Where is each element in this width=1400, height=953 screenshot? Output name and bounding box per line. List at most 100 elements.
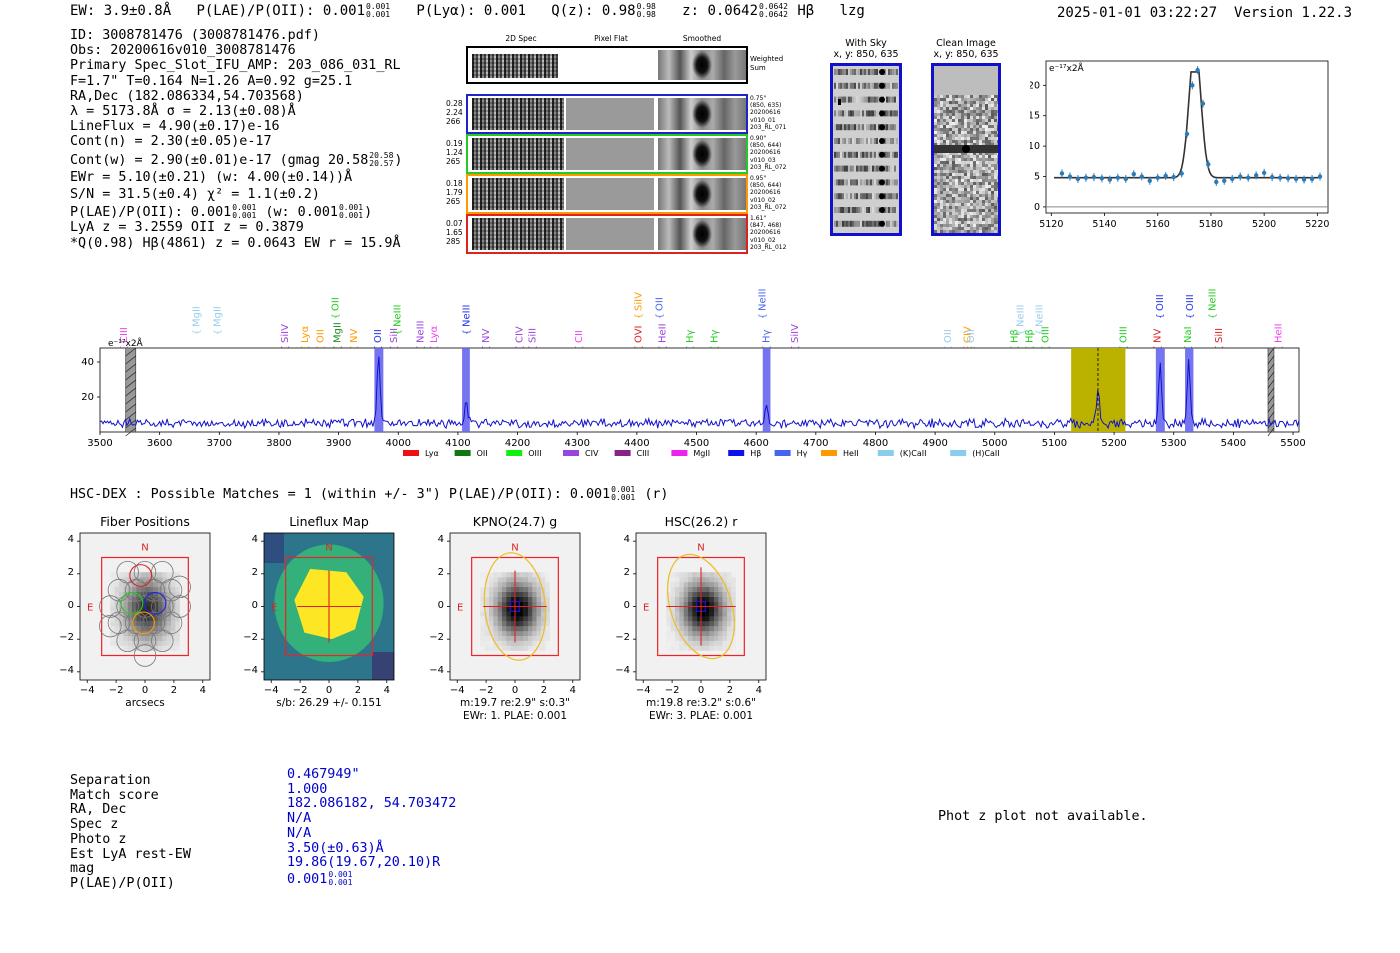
fit-ytick-label: 0	[1034, 202, 1040, 213]
svg-text:NeIII: NeIII	[393, 305, 404, 327]
panel-caption: arcsecs	[125, 697, 165, 709]
panel-xtick-label: 4	[755, 685, 762, 696]
panel-xtick-label: −4	[449, 685, 465, 696]
cutout-row-left-values: 0.28 2.24 266	[446, 99, 463, 126]
kpno-panel-image: NE	[447, 532, 581, 683]
panel-caption-2: EWr: 1. PLAE: 0.001	[462, 710, 568, 722]
panel-ytick-label: −4	[59, 664, 74, 676]
cutout-row-left-values: 0.19 1.24 265	[446, 139, 463, 166]
weighted-2dspec	[472, 54, 558, 78]
cutout-2dspec	[472, 138, 564, 170]
svg-text:OVI: OVI	[634, 326, 645, 344]
svg-text:CIV: CIV	[585, 449, 599, 458]
spectrum-legend-item: HeII	[821, 449, 859, 458]
svg-text:OII: OII	[966, 329, 977, 343]
fit-data-point	[1131, 170, 1136, 179]
fit-data-point	[1285, 174, 1291, 183]
match-label: Photo z	[70, 831, 127, 847]
cutout-smoothed	[658, 138, 746, 170]
panel-xtick-label: 2	[170, 685, 178, 696]
north-label: N	[511, 542, 518, 553]
fit-xtick-label: 5180	[1199, 219, 1223, 230]
lineflux-panel-image: NE	[261, 532, 395, 683]
spectrum-xtick-label: 3900	[326, 438, 351, 449]
fit-data-point	[1163, 171, 1168, 180]
spectrum-xtick-label: 3500	[87, 438, 112, 449]
header-ew: EW: 3.9±0.8Å	[70, 3, 172, 19]
cutout-row-right-values: 0.75" (850, 635) 20200616 v010_01 203_RL_071	[750, 95, 787, 131]
panel-xtick-label: 4	[199, 685, 206, 696]
info-plae: P(LAE)/P(OII): 0.001 0.001 0.001 (w: 0.001…	[70, 203, 373, 221]
svg-text:MgII: MgII	[213, 306, 224, 327]
svg-text:SiII: SiII	[527, 328, 538, 343]
svg-text:(H)CaII: (H)CaII	[972, 449, 999, 458]
panel-xtick-label: 4	[569, 685, 576, 696]
cutout-column-titles: 2D Spec Pixel Flat Smoothed	[466, 34, 750, 44]
header-plae-frac: 0.001 0.001	[366, 2, 391, 19]
info-sn: S/N = 31.5(±0.4) χ² = 1.1(±0.2)	[70, 187, 320, 203]
weighted-smoothed	[658, 50, 746, 80]
cutout-row-right-values: 1.61" (847, 468) 20200616 v010_02 203_RL_012	[750, 215, 787, 251]
svg-text:NV: NV	[1153, 329, 1164, 343]
info-lineflux: LineFlux = 4.90(±0.17)e-16	[70, 119, 280, 135]
cutout-pixelflat	[566, 218, 654, 250]
panel-ytick-label: 4	[437, 534, 444, 546]
match-value: 182.086182, 54.703472	[287, 796, 457, 812]
svg-text:Hγ: Hγ	[797, 449, 808, 458]
fit-data-point	[1238, 172, 1243, 181]
line-fit-plot: e⁻¹⁷x2Å 20 15 10 5 0 5120 5140 5160 5180 5200 522…	[1030, 60, 1329, 230]
panel-ytick-label: 0	[251, 599, 258, 611]
fit-data-point	[1075, 174, 1081, 183]
header-line-tag: Hβ	[797, 3, 815, 19]
cutout-smoothed	[658, 98, 746, 130]
line-id-label: OIII {	[1185, 294, 1196, 319]
spectrum-legend-item: (K)CaII	[877, 449, 927, 458]
svg-text:Hγ: Hγ	[709, 329, 720, 343]
cutout-row-left-values: 0.07 1.65 285	[446, 219, 463, 246]
fit-data-point	[1059, 169, 1065, 178]
clean-image	[931, 63, 1001, 236]
panel-xtick-label: −2	[108, 685, 124, 696]
match-value: 19.86(19.67,20.10)R	[287, 855, 441, 871]
line-id-label: OIII {	[1155, 294, 1166, 319]
match-label: P(LAE)/P(OII)	[70, 875, 175, 891]
svg-text:OIII: OIII	[1155, 294, 1166, 311]
fit-data-point	[1206, 160, 1211, 169]
fit-ytick-label: 5	[1034, 172, 1040, 183]
svg-text:OIII: OIII	[1185, 294, 1196, 311]
svg-text:Hγ: Hγ	[685, 329, 696, 343]
svg-text:CIII: CIII	[119, 327, 130, 343]
panel-xtick-label: 0	[697, 685, 705, 696]
svg-text:NaI: NaI	[1183, 326, 1194, 343]
svg-text:OII: OII	[316, 329, 327, 343]
svg-text:{: {	[462, 329, 472, 335]
fit-data-point	[1277, 173, 1283, 182]
spectrum-xtick-label: 4900	[922, 438, 947, 449]
fit-data-point	[1171, 173, 1176, 182]
panel-caption: m:19.7 re:2.9" s:0.3"	[460, 697, 570, 709]
spectrum-legend-item: Hγ	[774, 449, 808, 458]
svg-text:{: {	[1016, 329, 1026, 335]
info-lya: LyA z = 3.2559 OII z = 0.3879	[70, 220, 304, 236]
panel-xtick-label: −2	[664, 685, 680, 696]
spectrum-xtick-label: 4800	[863, 438, 888, 449]
spectrum-legend-item: (H)CaII	[950, 449, 1000, 458]
header-z: z: 0.0642	[682, 3, 759, 19]
panel-ytick-label: 4	[623, 534, 630, 546]
spectrum-legend-item: MgII	[671, 449, 710, 458]
cutout-row	[466, 174, 748, 214]
spectrum-legend-item: Lyα	[403, 449, 439, 458]
fit-data-point	[1269, 173, 1275, 182]
svg-text:OIII: OIII	[528, 449, 541, 458]
line-id-label: OII {	[655, 297, 666, 319]
fit-data-point	[1301, 175, 1307, 184]
fit-data-point	[1067, 172, 1073, 181]
svg-text:OII: OII	[373, 329, 384, 343]
spectrum-xtick-label: 4300	[564, 438, 589, 449]
cutout-row	[466, 134, 748, 174]
detection-info: ID: 3008781476 (3008781476.pdf) Obs: 202…	[70, 28, 402, 251]
svg-text:Hβ: Hβ	[1024, 329, 1035, 343]
header-summary: EW: 3.9±0.8Å P(LAE)/P(OII): 0.001 0.001 0.…	[70, 2, 865, 20]
cutout-row-left-values: 0.18 1.79 265	[446, 179, 463, 206]
svg-text:{: {	[656, 313, 666, 319]
